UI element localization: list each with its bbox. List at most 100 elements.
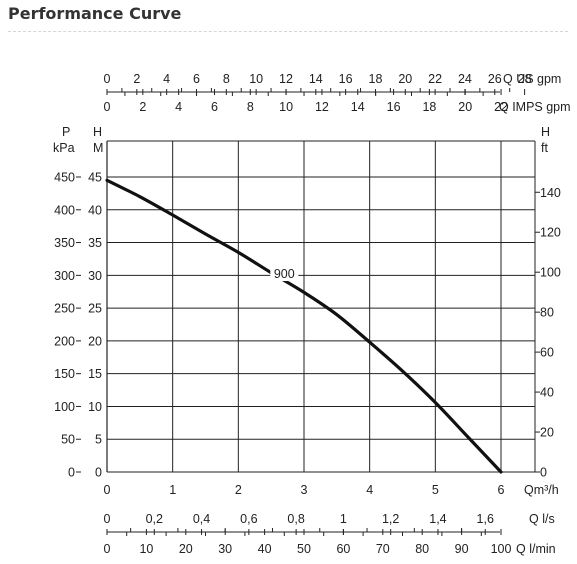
y-axis-head-label: H (93, 125, 102, 139)
y-tick-label-pressure: 300 (54, 269, 75, 283)
y-axis-pressure-unit: kPa (53, 141, 75, 155)
y-tick-label-head-m: 10 (88, 400, 102, 414)
y-tick-label-head-m: 0 (95, 466, 102, 480)
x-tick-label-imps-gpm: 6 (211, 100, 218, 114)
x-tick-label-l-per-s: 1,2 (382, 512, 399, 526)
ticks-layer: 051015202530354045HM05010015020025030035… (53, 72, 571, 556)
y-tick-label-ft: 40 (540, 386, 554, 400)
x-tick-label-l-per-min: 70 (376, 542, 390, 556)
x-tick-label-m3h: 4 (366, 483, 373, 497)
x-tick-label-imps-gpm: 8 (247, 100, 254, 114)
x-tick-label-imps-gpm: 22 (494, 100, 508, 114)
y-tick-label-head-m: 30 (88, 269, 102, 283)
x-tick-label-imps-gpm: 2 (139, 100, 146, 114)
x-tick-label-m3h: 6 (498, 483, 505, 497)
y-tick-label-ft: 0 (540, 466, 547, 480)
y-tick-label-pressure: 50 (61, 433, 75, 447)
x-tick-label-l-per-s: 0,4 (193, 512, 210, 526)
axes-layer (106, 141, 536, 472)
y-tick-label-pressure: 400 (54, 203, 75, 217)
y-tick-label-ft: 20 (540, 426, 554, 440)
y-tick-label-ft: 140 (540, 186, 561, 200)
title-divider (8, 31, 568, 32)
x-tick-label-l-per-s: 1 (340, 512, 347, 526)
series-label-900: 900 (274, 267, 295, 281)
y-axis-ft-label: H (541, 125, 550, 139)
y-tick-label-ft: 60 (540, 346, 554, 360)
x-tick-label-l-per-min: 10 (139, 542, 153, 556)
x-tick-label-us-gpm: 4 (163, 72, 170, 86)
x-tick-label-us-gpm: 18 (369, 72, 383, 86)
x-tick-label-us-gpm: 26 (488, 72, 502, 86)
x-axis-imps-gpm-label: Q IMPS gpm (499, 100, 571, 114)
y-tick-label-head-m: 40 (88, 203, 102, 217)
y-tick-label-ft: 120 (540, 226, 561, 240)
x-tick-label-l-per-s: 1,4 (429, 512, 446, 526)
x-tick-label-imps-gpm: 12 (315, 100, 329, 114)
x-tick-label-us-gpm: 8 (223, 72, 230, 86)
x-axis-m3h-label: Qm³/h (524, 483, 559, 497)
y-tick-label-head-m: 5 (95, 433, 102, 447)
x-tick-label-m3h: 0 (104, 483, 111, 497)
x-tick-label-m3h: 5 (432, 483, 439, 497)
x-tick-label-l-per-min: 40 (258, 542, 272, 556)
x-tick-label-us-gpm: 0 (104, 72, 111, 86)
x-tick-label-imps-gpm: 10 (279, 100, 293, 114)
y-tick-label-pressure: 250 (54, 302, 75, 316)
grid-layer (106, 140, 536, 473)
x-tick-label-l-per-min: 0 (104, 542, 111, 556)
y-tick-label-pressure: 150 (54, 367, 75, 381)
page-title: Performance Curve (8, 4, 182, 23)
x-tick-label-us-gpm: 12 (279, 72, 293, 86)
x-tick-label-us-gpm: 16 (339, 72, 353, 86)
x-tick-label-us-gpm: 14 (309, 72, 323, 86)
x-axis-l-per-min-label: Q l/min (516, 542, 556, 556)
x-tick-label-m3h: 1 (169, 483, 176, 497)
x-tick-label-l-per-min: 80 (415, 542, 429, 556)
x-axis-us-gpm-label: Q US gpm (503, 72, 561, 86)
series-layer: 900 (105, 178, 503, 474)
x-tick-label-us-gpm: 22 (428, 72, 442, 86)
x-tick-label-l-per-min: 20 (179, 542, 193, 556)
x-tick-label-l-per-min: 90 (455, 542, 469, 556)
series-line-900 (105, 178, 503, 474)
x-tick-label-l-per-s: 1,6 (477, 512, 494, 526)
y-tick-label-ft: 100 (540, 266, 561, 280)
y-tick-label-head-m: 20 (88, 334, 102, 348)
x-tick-label-imps-gpm: 20 (458, 100, 472, 114)
x-tick-label-m3h: 3 (301, 483, 308, 497)
x-tick-label-us-gpm: 2 (133, 72, 140, 86)
x-tick-label-us-gpm: 20 (398, 72, 412, 86)
y-tick-label-head-m: 35 (88, 236, 102, 250)
x-tick-label-l-per-min: 30 (218, 542, 232, 556)
x-tick-label-us-gpm: 6 (193, 72, 200, 86)
x-tick-label-imps-gpm: 18 (422, 100, 436, 114)
x-tick-label-m3h: 2 (235, 483, 242, 497)
x-tick-label-imps-gpm: 4 (175, 100, 182, 114)
x-tick-label-imps-gpm: 14 (351, 100, 365, 114)
x-tick-label-l-per-min: 50 (297, 542, 311, 556)
y-axis-head-unit: M (93, 141, 103, 155)
x-tick-label-imps-gpm: 0 (104, 100, 111, 114)
x-tick-label-imps-gpm: 16 (387, 100, 401, 114)
x-tick-label-l-per-s: 0,2 (146, 512, 163, 526)
y-tick-label-pressure: 100 (54, 400, 75, 414)
y-tick-label-pressure: 0 (68, 466, 75, 480)
series-label-bg (270, 265, 299, 282)
y-tick-label-head-m: 15 (88, 367, 102, 381)
y-axis-pressure-label: P (62, 125, 70, 139)
x-tick-label-us-gpm: 24 (458, 72, 472, 86)
y-tick-label-pressure: 200 (54, 334, 75, 348)
x-tick-label-l-per-min: 60 (336, 542, 350, 556)
x-tick-label-us-gpm: 10 (249, 72, 263, 86)
x-tick-label-l-per-s: 0,6 (240, 512, 257, 526)
x-tick-label-l-per-min: 100 (491, 542, 512, 556)
x-tick-label-l-per-s: 0 (104, 512, 111, 526)
x-tick-label-l-per-s: 0,8 (287, 512, 304, 526)
y-tick-label-ft: 80 (540, 306, 554, 320)
y-tick-label-pressure: 350 (54, 236, 75, 250)
y-axis-ft-unit: ft (541, 141, 548, 155)
y-tick-label-head-m: 45 (88, 171, 102, 185)
x-axis-l-per-s-label: Q l/s (529, 512, 555, 526)
